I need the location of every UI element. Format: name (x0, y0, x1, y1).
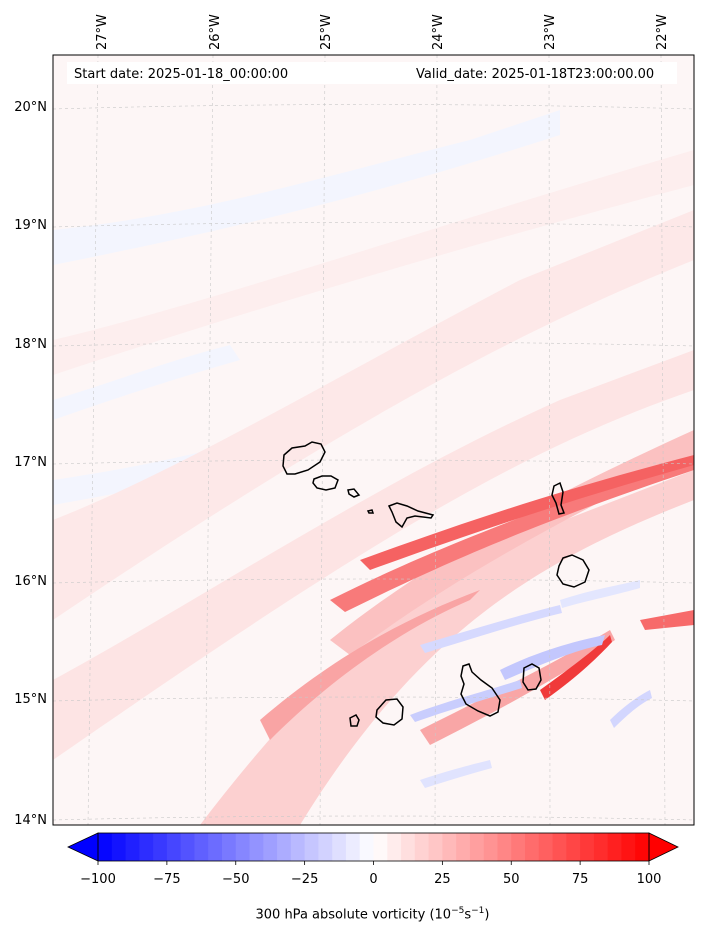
lon-label: 25°W (319, 14, 334, 50)
lat-label: 19°N (14, 218, 47, 233)
lon-label: 26°W (208, 14, 223, 50)
colorbar-segment (552, 833, 567, 861)
colorbar-segment (401, 833, 416, 861)
colorbar-segment (373, 833, 388, 861)
start-date-label: Start date: 2025-01-18_00:00:00 (74, 67, 288, 82)
colorbar-title: 300 hPa absolute vorticity (10−5s−1) (255, 906, 490, 923)
colorbar-tick-label: 50 (503, 872, 520, 887)
colorbar-segment (566, 833, 581, 861)
longitude-labels: 27°W 26°W 25°W 24°W 23°W 22°W (95, 14, 670, 50)
lat-label: 20°N (14, 100, 47, 115)
lon-label: 23°W (543, 14, 558, 50)
lat-label: 16°N (14, 574, 47, 589)
colorbar-segment (456, 833, 471, 861)
colorbar-segment (635, 833, 650, 861)
colorbar-segment (277, 833, 292, 861)
colorbar-segment (263, 833, 278, 861)
colorbar-segment (249, 833, 264, 861)
colorbar-segment (593, 833, 609, 861)
graticule (53, 55, 694, 825)
colorbar-segment (607, 833, 623, 861)
lat-label: 15°N (14, 692, 47, 707)
valid-date-label: Valid_date: 2025-01-18T23:00:00.00 (416, 67, 654, 82)
colorbar-segment (345, 833, 361, 861)
island-santo-antao (282, 441, 326, 475)
colorbar-segment (511, 833, 526, 861)
island-sal (551, 481, 566, 515)
island-sao-vicente (312, 475, 339, 491)
lat-label: 14°N (14, 813, 47, 828)
vorticity-field (53, 55, 694, 825)
colorbar-segment (153, 833, 168, 861)
plot-frame (52, 54, 695, 826)
colorbar-segment (497, 833, 512, 861)
colorbar-segment (442, 833, 457, 861)
lon-label: 27°W (95, 14, 110, 50)
colorbar-segment (194, 833, 209, 861)
colorbar-segment (621, 833, 636, 861)
island-sao-nicolau (387, 502, 435, 529)
lat-label: 17°N (14, 455, 47, 470)
colorbar-min-extend-arrow (67, 832, 99, 862)
colorbar-segment (428, 833, 443, 861)
colorbar-segment (483, 833, 499, 861)
island-fogo (375, 698, 404, 726)
colorbar-segment (359, 833, 375, 861)
colorbar-segment (387, 833, 402, 861)
colorbar-tick-label: −75 (153, 872, 180, 887)
colorbar-ticks: −100 −75 −50 −25 0 25 50 75 100 (80, 861, 661, 887)
colorbar-tick-label: −50 (222, 872, 249, 887)
header-box (67, 62, 677, 84)
colorbar-tick-label: −100 (80, 872, 116, 887)
coastlines (282, 441, 590, 727)
colorbar-tick-label: 100 (637, 872, 662, 887)
island-santiago (460, 663, 501, 717)
colorbar-tick-label: 0 (369, 872, 377, 887)
colorbar-segment (538, 833, 554, 861)
island-maio (522, 663, 542, 691)
colorbar-segment (332, 833, 347, 861)
colorbar-segment (304, 833, 319, 861)
colorbar-segment (290, 833, 306, 861)
colorbar-segment (469, 833, 485, 861)
colorbar-segment (98, 833, 113, 861)
colorbar-segment (166, 833, 182, 861)
colorbar-tick-label: 75 (572, 872, 589, 887)
colorbar-segments (98, 833, 650, 861)
colorbar-segment (180, 833, 196, 861)
colorbar-segment (111, 833, 127, 861)
latitude-labels: 20°N 19°N 18°N 17°N 16°N 15°N 14°N (14, 100, 47, 828)
lon-label: 22°W (655, 14, 670, 50)
colorbar-tick-label: −25 (291, 872, 318, 887)
colorbar-segment (139, 833, 154, 861)
colorbar-segment (525, 833, 540, 861)
lat-label: 18°N (14, 337, 47, 352)
colorbar-segment (318, 833, 333, 861)
colorbar-segment (235, 833, 251, 861)
island-brava (349, 714, 360, 727)
colorbar-segment (221, 833, 237, 861)
island-santa-luzia (347, 488, 361, 498)
colorbar-max-extend-arrow (648, 832, 679, 862)
colorbar-tick-label: 25 (434, 872, 451, 887)
colorbar-segment (125, 833, 140, 861)
colorbar-segment (580, 833, 595, 861)
colorbar-segment (414, 833, 430, 861)
colorbar-segment (208, 833, 223, 861)
island-raso (366, 509, 375, 514)
island-boa-vista (556, 554, 590, 588)
lon-label: 24°W (431, 14, 446, 50)
colorbar: −100 −75 −50 −25 0 25 50 75 100 (67, 832, 679, 887)
